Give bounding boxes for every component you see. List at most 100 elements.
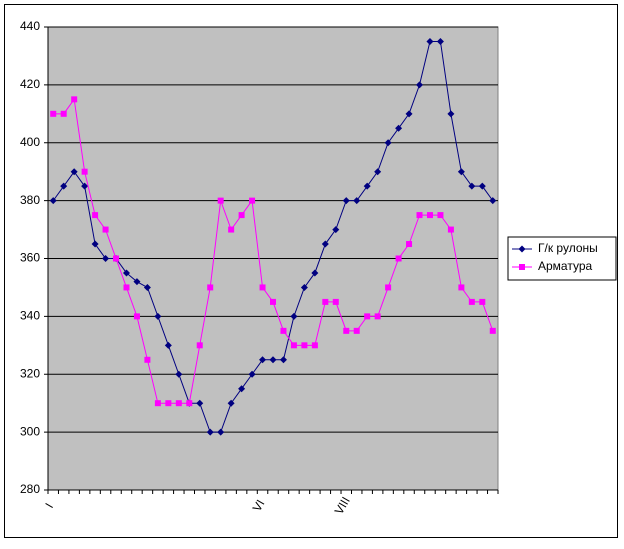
point-marker (143, 283, 151, 291)
legend-label: Г/к рулоны (538, 241, 598, 255)
y-tick-label: 320 (20, 366, 40, 380)
point-marker (259, 284, 266, 291)
point-marker (426, 212, 433, 219)
point-marker (50, 110, 57, 117)
point-marker (364, 313, 371, 320)
x-tick-label: I (42, 501, 56, 511)
y-tick-label: 300 (20, 424, 40, 438)
point-marker (49, 197, 57, 205)
point-marker (436, 37, 444, 45)
point-marker (343, 327, 350, 334)
point-marker (416, 212, 423, 219)
point-marker (133, 278, 141, 286)
point-marker (217, 428, 225, 436)
point-marker (290, 342, 297, 349)
point-marker (321, 240, 329, 248)
point-marker (207, 284, 214, 291)
point-marker (154, 312, 162, 320)
legend-label: Арматура (538, 259, 593, 273)
point-marker (416, 81, 424, 89)
point-marker (447, 110, 455, 118)
y-tick-label: 340 (20, 309, 40, 323)
point-marker (238, 212, 245, 219)
point-marker (270, 298, 276, 305)
point-marker (457, 168, 465, 176)
point-marker (280, 327, 287, 334)
point-marker (259, 356, 267, 364)
point-marker (154, 400, 161, 407)
point-marker (81, 182, 89, 190)
y-tick-label: 420 (20, 77, 40, 91)
point-marker (447, 226, 454, 233)
point-marker (133, 313, 140, 320)
point-marker (113, 255, 120, 262)
point-marker (384, 139, 392, 147)
point-marker (248, 370, 256, 378)
point-marker (238, 385, 246, 393)
point-marker (395, 124, 403, 132)
point-marker (71, 96, 78, 103)
point-marker (518, 245, 526, 253)
point-marker (385, 284, 392, 291)
point-marker (175, 400, 182, 407)
point-marker (519, 264, 525, 270)
point-marker (311, 342, 318, 349)
point-marker (92, 212, 99, 219)
point-marker (227, 399, 235, 407)
point-marker (196, 342, 203, 349)
point-marker (123, 284, 130, 291)
point-marker (279, 356, 287, 364)
point-marker (478, 182, 486, 190)
point-marker (164, 341, 172, 349)
point-marker (60, 110, 67, 117)
point-marker (196, 399, 204, 407)
point-marker (60, 182, 68, 190)
point-marker (405, 110, 413, 118)
point-marker (70, 168, 78, 176)
point-marker (311, 269, 319, 277)
point-marker (290, 312, 298, 320)
point-marker (332, 226, 340, 234)
point-marker (206, 428, 214, 436)
point-marker (217, 197, 224, 204)
point-marker (300, 283, 308, 291)
legend-box (507, 236, 617, 281)
point-marker (468, 298, 475, 305)
point-marker (395, 255, 402, 262)
point-marker (144, 356, 151, 363)
point-marker (249, 197, 256, 204)
point-marker (426, 37, 434, 45)
y-tick-label: 440 (20, 19, 40, 33)
y-tick-label: 280 (20, 482, 40, 496)
point-marker (458, 284, 465, 291)
point-marker (186, 400, 193, 407)
point-marker (406, 241, 413, 248)
y-tick-label: 380 (20, 193, 40, 207)
point-marker (332, 298, 339, 305)
y-tick-label: 400 (20, 135, 40, 149)
point-marker (102, 226, 109, 233)
point-marker (353, 197, 361, 205)
point-marker (122, 269, 130, 277)
point-marker (374, 313, 381, 320)
point-marker (437, 212, 444, 219)
point-marker (322, 298, 329, 305)
point-marker (489, 197, 497, 205)
point-marker (102, 255, 110, 262)
point-marker (91, 240, 99, 248)
y-tick-label: 360 (20, 251, 40, 265)
point-marker (269, 356, 277, 364)
point-marker (301, 342, 308, 349)
point-marker (342, 197, 350, 205)
point-marker (228, 226, 235, 233)
point-marker (363, 182, 371, 190)
point-marker (489, 327, 496, 334)
point-marker (479, 298, 486, 305)
point-marker (374, 168, 382, 176)
point-marker (175, 370, 183, 378)
point-marker (468, 182, 476, 190)
point-marker (165, 400, 172, 407)
point-marker (81, 168, 88, 175)
point-marker (353, 327, 360, 334)
